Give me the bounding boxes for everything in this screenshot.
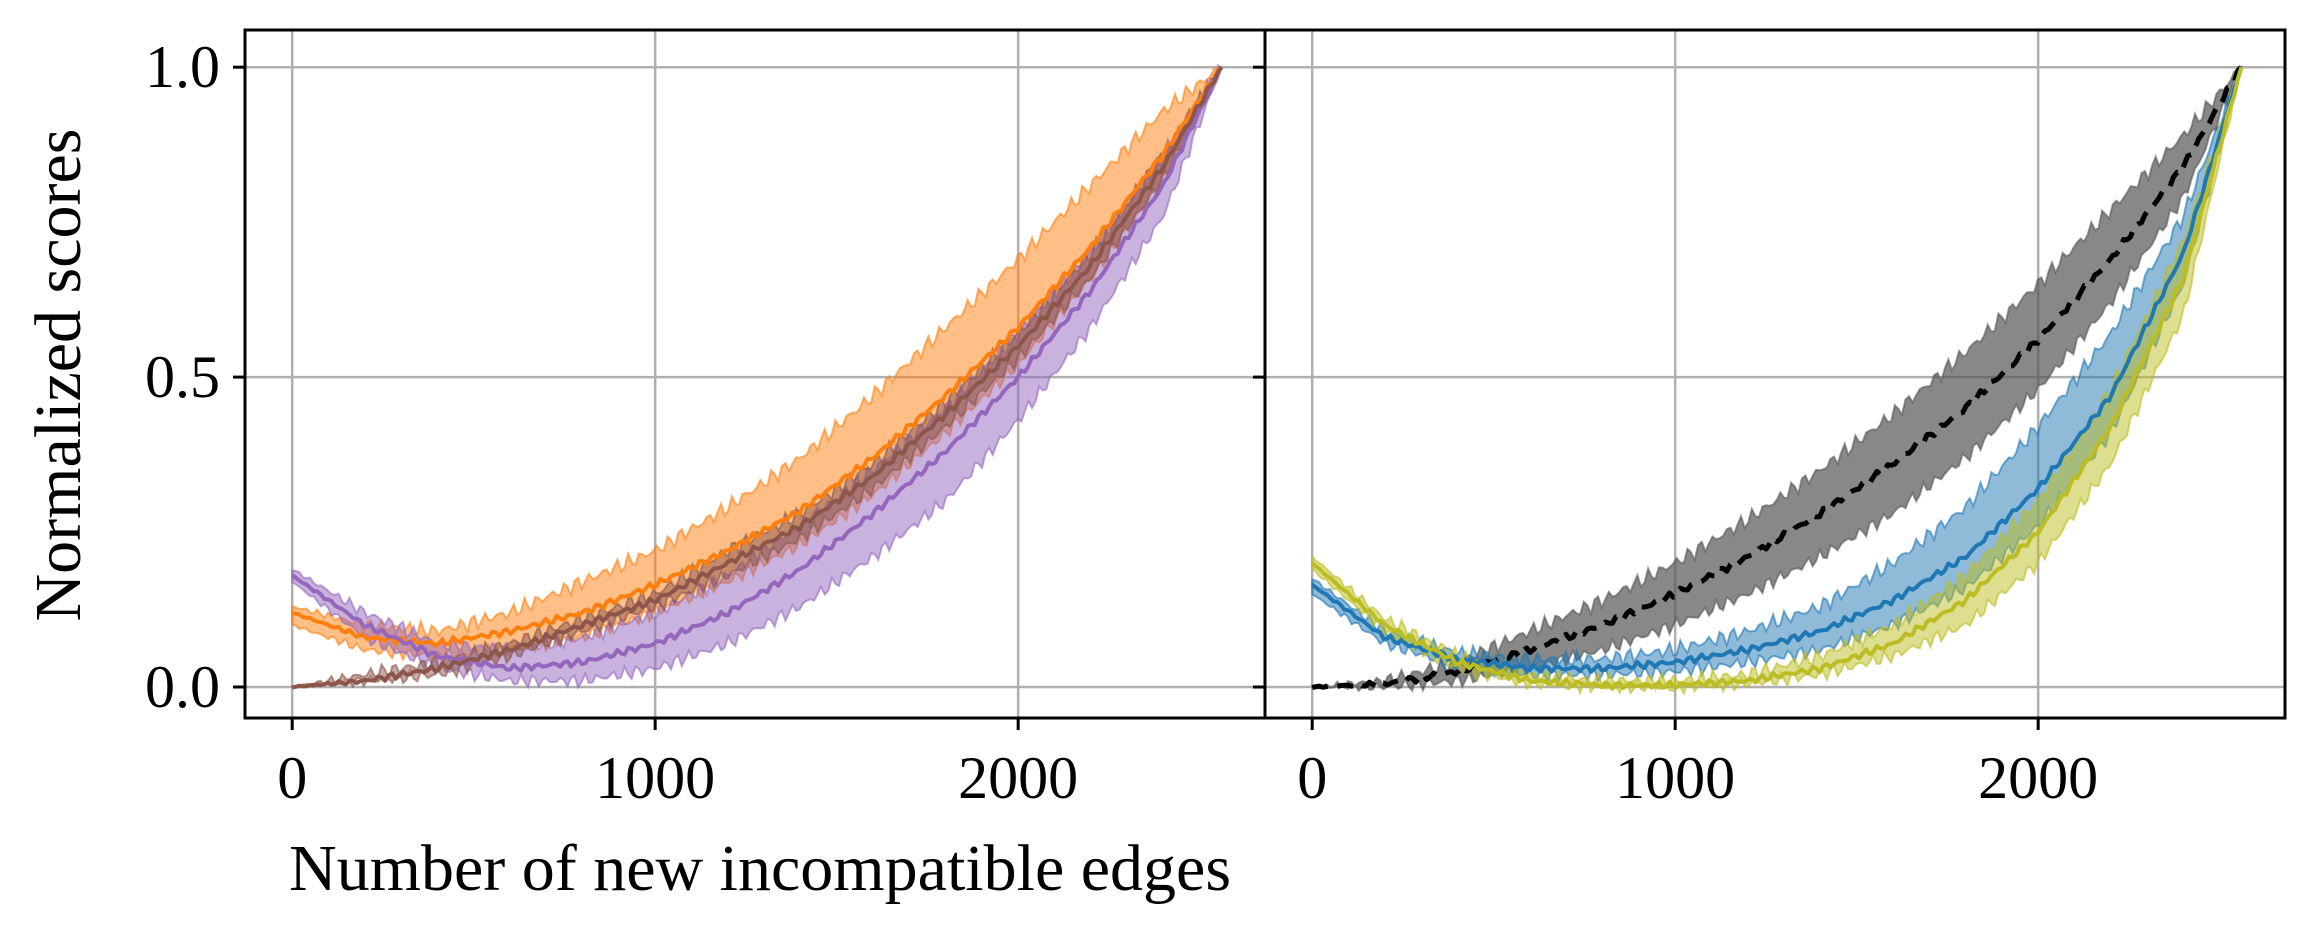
left-xtick-label-1: 1000 [595, 745, 715, 811]
right-bands [1311, 65, 2243, 697]
right-lines [1311, 65, 2244, 691]
left-ticks: 0 1000 2000 0.0 0.5 1.0 [145, 34, 1078, 811]
right-panel: 0 1000 2000 [1253, 28, 2287, 811]
left-xtick-label-2: 2000 [958, 745, 1078, 811]
right-xtick-label-2: 2000 [1978, 745, 2098, 811]
left-ytick-label-1: 0.5 [145, 344, 220, 410]
left-xtick-label-0: 0 [277, 745, 307, 811]
right-line-0 [1311, 65, 2244, 690]
right-line-2 [1311, 66, 2244, 691]
left-lines [291, 65, 1224, 690]
right-line-1 [1311, 66, 2244, 674]
right-xtick-label-0: 0 [1297, 745, 1327, 811]
x-axis-label: Number of new incompatible edges [289, 832, 1231, 905]
left-line-2 [291, 66, 1224, 690]
left-ytick-label-0: 0.0 [145, 654, 220, 720]
left-line-1 [291, 66, 1224, 673]
left-ytick-label-2: 1.0 [145, 34, 220, 100]
left-line-0 [291, 65, 1223, 648]
right-xtick-label-1: 1000 [1615, 745, 1735, 811]
y-axis-label: Normalized scores [22, 129, 95, 622]
left-panel: 0 1000 2000 0.0 0.5 1.0 [145, 28, 1267, 811]
right-band-1 [1311, 65, 2243, 684]
right-ticks: 0 1000 2000 [1253, 65, 2098, 811]
right-plot-frame [1263, 28, 2287, 720]
